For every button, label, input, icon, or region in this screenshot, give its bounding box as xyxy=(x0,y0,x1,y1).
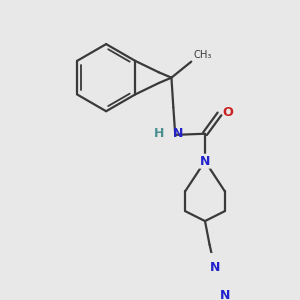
Text: H: H xyxy=(154,127,165,140)
Text: N: N xyxy=(200,155,210,168)
Text: O: O xyxy=(222,106,233,119)
Text: N: N xyxy=(220,289,230,300)
Text: N: N xyxy=(210,261,220,274)
Text: CH₃: CH₃ xyxy=(193,50,212,60)
Text: N: N xyxy=(173,127,184,140)
